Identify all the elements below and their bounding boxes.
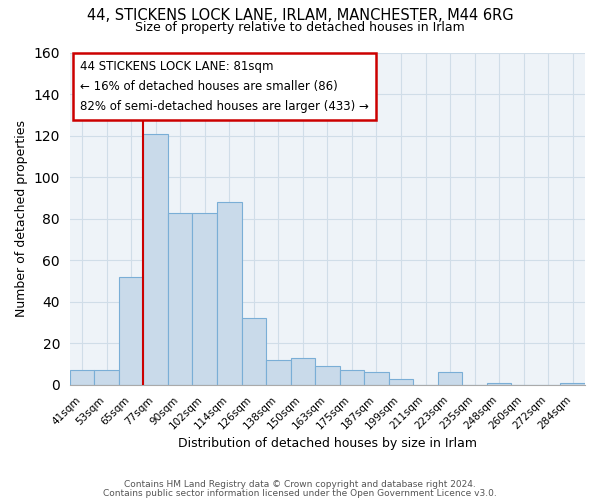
Bar [70,370,94,385]
Bar [364,372,389,385]
Bar [315,366,340,385]
Y-axis label: Number of detached properties: Number of detached properties [15,120,28,318]
Bar [560,383,585,385]
Text: 44, STICKENS LOCK LANE, IRLAM, MANCHESTER, M44 6RG: 44, STICKENS LOCK LANE, IRLAM, MANCHESTE… [86,8,514,22]
Bar [389,378,413,385]
Bar [168,212,193,385]
Bar [143,134,168,385]
Bar [340,370,364,385]
Text: Size of property relative to detached houses in Irlam: Size of property relative to detached ho… [135,21,465,34]
Bar [119,277,143,385]
X-axis label: Distribution of detached houses by size in Irlam: Distribution of detached houses by size … [178,437,477,450]
Text: Contains public sector information licensed under the Open Government Licence v3: Contains public sector information licen… [103,488,497,498]
Bar [193,212,217,385]
Text: 44 STICKENS LOCK LANE: 81sqm
← 16% of detached houses are smaller (86)
82% of se: 44 STICKENS LOCK LANE: 81sqm ← 16% of de… [80,60,369,112]
Text: Contains HM Land Registry data © Crown copyright and database right 2024.: Contains HM Land Registry data © Crown c… [124,480,476,489]
Bar [266,360,290,385]
Bar [487,383,511,385]
Bar [438,372,463,385]
Bar [94,370,119,385]
Bar [217,202,242,385]
Bar [242,318,266,385]
Bar [290,358,315,385]
